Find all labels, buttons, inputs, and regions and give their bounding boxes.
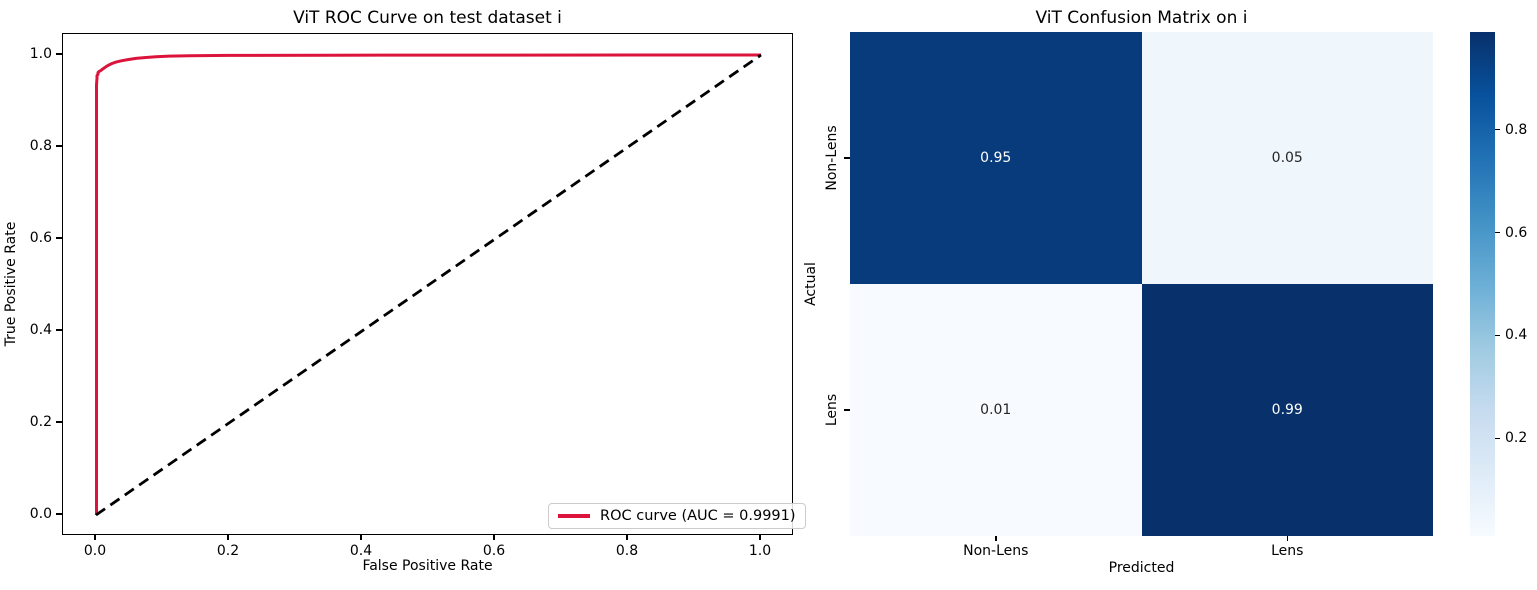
colorbar-tick-mark — [1495, 437, 1500, 440]
roc-y-tick-label: 0.8 — [29, 138, 52, 154]
colorbar-tick-mark — [1495, 128, 1500, 131]
cm-cell-1-1: 0.99 — [1141, 284, 1433, 536]
colorbar-tick-mark — [1495, 231, 1500, 234]
roc-legend-line-swatch — [558, 514, 590, 518]
roc-y-tick-mark — [56, 145, 62, 147]
roc-y-tick-mark — [56, 237, 62, 239]
roc-x-tick-label: 1.0 — [748, 543, 772, 559]
cm-y-tick-label: Lens — [824, 393, 840, 427]
cm-cell-0-0: 0.95 — [850, 32, 1142, 284]
roc-plot-area — [95, 53, 762, 517]
cm-cell-value: 0.99 — [1271, 402, 1303, 418]
colorbar-tick-label: 0.8 — [1505, 121, 1528, 138]
cm-cell-1-0: 0.01 — [850, 284, 1142, 536]
cm-cell-0-1: 0.05 — [1141, 32, 1433, 284]
roc-x-tick-label: 0.4 — [349, 543, 373, 559]
cm-y-tick-mark — [844, 409, 850, 411]
roc-series-0 — [95, 53, 762, 515]
roc-y-tick-label: 1.0 — [29, 46, 52, 62]
roc-title: ViT ROC Curve on test dataset i — [293, 8, 562, 28]
roc-x-tick-mark — [626, 535, 628, 540]
colorbar-tick-label: 0.2 — [1505, 430, 1528, 447]
cm-cell-value: 0.95 — [980, 150, 1012, 166]
roc-y-tick-label: 0.6 — [29, 230, 52, 246]
roc-y-tick-mark — [56, 513, 62, 515]
roc-y-tick-mark — [56, 329, 62, 331]
roc-series-1 — [95, 53, 762, 517]
roc-legend: ROC curve (AUC = 0.9991) — [548, 503, 806, 529]
roc-x-axis-label: False Positive Rate — [362, 558, 493, 574]
roc-y-tick-mark — [56, 53, 62, 55]
colorbar-tick-mark — [1495, 334, 1500, 337]
roc-x-tick-label: 0.2 — [216, 543, 240, 559]
cm-y-tick-mark — [844, 157, 850, 159]
roc-x-tick-mark — [360, 535, 362, 540]
roc-x-tick-mark — [493, 535, 495, 540]
roc-x-tick-label: 0.6 — [482, 543, 506, 559]
cm-heatmap: 0.95 0.05 0.01 0.99 — [850, 32, 1433, 536]
roc-x-tick-label: 0.0 — [83, 543, 107, 559]
roc-x-tick-mark — [759, 535, 761, 540]
cm-x-tick-mark — [1286, 536, 1288, 541]
cm-x-tick-label: Non-Lens — [963, 543, 1029, 559]
colorbar-tick-label: 0.4 — [1505, 327, 1528, 344]
cm-y-axis-label: Actual — [803, 262, 819, 306]
colorbar-tick-label: 0.6 — [1505, 224, 1528, 241]
cm-cell-value: 0.01 — [980, 402, 1012, 418]
cm-colorbar — [1470, 32, 1495, 536]
cm-cell-value: 0.05 — [1271, 150, 1303, 166]
roc-x-tick-mark — [227, 535, 229, 540]
roc-axes — [62, 33, 793, 535]
cm-y-tick-label: Non-Lens — [824, 125, 840, 191]
cm-x-axis-label: Predicted — [1108, 560, 1175, 576]
roc-y-tick-label: 0.4 — [29, 322, 52, 338]
roc-y-tick-label: 0.2 — [29, 414, 52, 430]
roc-y-tick-mark — [56, 421, 62, 423]
cm-title: ViT Confusion Matrix on i — [1035, 8, 1248, 28]
roc-x-tick-mark — [94, 535, 96, 540]
roc-x-tick-label: 0.8 — [615, 543, 639, 559]
roc-legend-label: ROC curve (AUC = 0.9991) — [600, 508, 796, 524]
roc-y-tick-label: 0.0 — [29, 506, 52, 522]
cm-x-tick-mark — [995, 536, 997, 541]
cm-x-tick-label: Lens — [1271, 543, 1304, 559]
